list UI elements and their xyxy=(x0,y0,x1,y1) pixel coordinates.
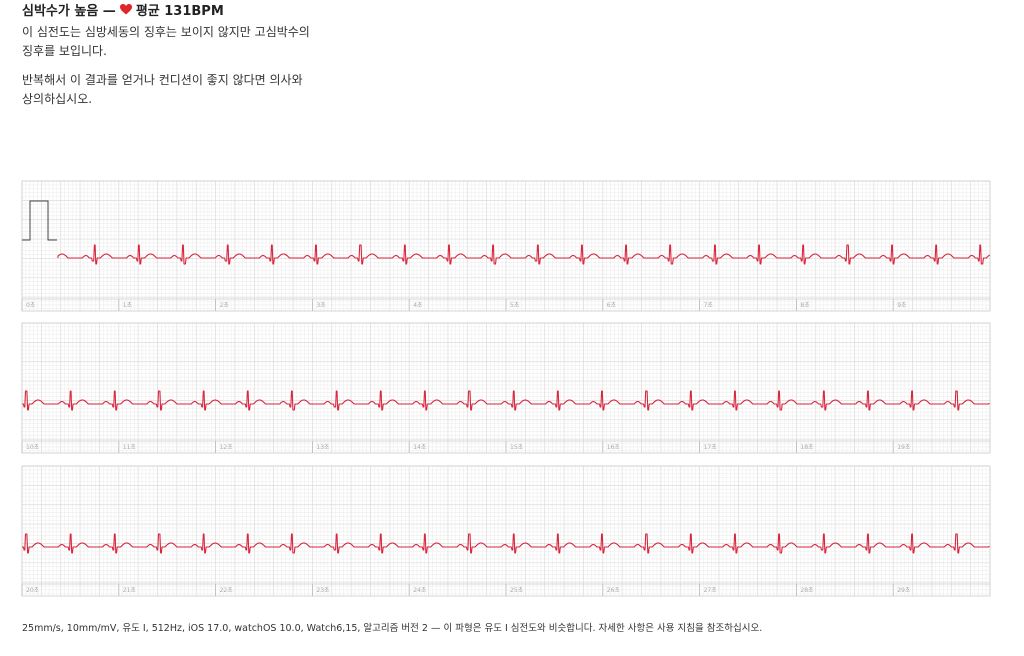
time-label: 16초 xyxy=(607,444,621,451)
time-label: 22초 xyxy=(220,587,234,594)
ecg-trace xyxy=(22,390,990,411)
time-label: 17초 xyxy=(704,444,718,451)
time-label: 28초 xyxy=(800,587,814,594)
grid-major xyxy=(21,322,991,453)
time-label: 27초 xyxy=(704,587,718,594)
time-label: 10초 xyxy=(26,444,40,451)
time-label: 1초 xyxy=(123,302,133,309)
heart-icon xyxy=(119,4,132,15)
footer: 25mm/s, 10mm/mV, 유도 I, 512Hz, iOS 17.0, … xyxy=(22,623,763,634)
time-label: 23초 xyxy=(316,587,330,594)
time-label: 19초 xyxy=(897,444,911,451)
header: 심박수가 높음 — 평균 131BPM xyxy=(22,0,224,19)
time-label: 25초 xyxy=(510,587,524,594)
title: 심박수가 높음 — xyxy=(22,4,116,19)
calibration-pulse xyxy=(22,200,57,241)
time-label: 7초 xyxy=(704,302,714,309)
time-label: 18초 xyxy=(800,444,814,451)
time-label: 13초 xyxy=(316,444,330,451)
paragraph: 반복해서 이 결과를 얻거나 컨디션이 좋지 않다면 의사와 상의하십시오. xyxy=(22,73,303,106)
ecg-trace xyxy=(22,533,990,554)
ecg-trace xyxy=(57,244,991,265)
grid-major xyxy=(21,180,991,311)
paragraph: 이 심전도는 심방세동의 징후는 보이지 않지만 고심박수의 징후를 보입니다. xyxy=(22,25,310,58)
time-label: 24초 xyxy=(413,587,427,594)
time-label: 12초 xyxy=(220,444,234,451)
time-label: 2초 xyxy=(220,302,230,309)
time-label: 6초 xyxy=(607,302,617,309)
ecg-chart: 0초 1초 2초 3초 4초 5초 6초 7초 8초 9초 10초 11초 12초 13초 14초 15초 16… xyxy=(21,180,991,597)
time-label: 11초 xyxy=(123,444,137,451)
time-label: 29초 xyxy=(897,587,911,594)
time-label: 26초 xyxy=(607,587,621,594)
time-label: 5초 xyxy=(510,302,520,309)
time-label: 8초 xyxy=(800,302,810,309)
average-bpm: 평균 131BPM xyxy=(135,4,224,19)
time-label: 20초 xyxy=(26,587,40,594)
time-label: 9초 xyxy=(897,302,907,309)
time-label: 14초 xyxy=(413,444,427,451)
grid-major xyxy=(21,465,991,596)
time-label: 21초 xyxy=(123,587,137,594)
time-label: 15초 xyxy=(510,444,524,451)
time-label: 3초 xyxy=(316,302,326,309)
time-label: 0초 xyxy=(26,302,36,309)
time-label: 4초 xyxy=(413,302,423,309)
